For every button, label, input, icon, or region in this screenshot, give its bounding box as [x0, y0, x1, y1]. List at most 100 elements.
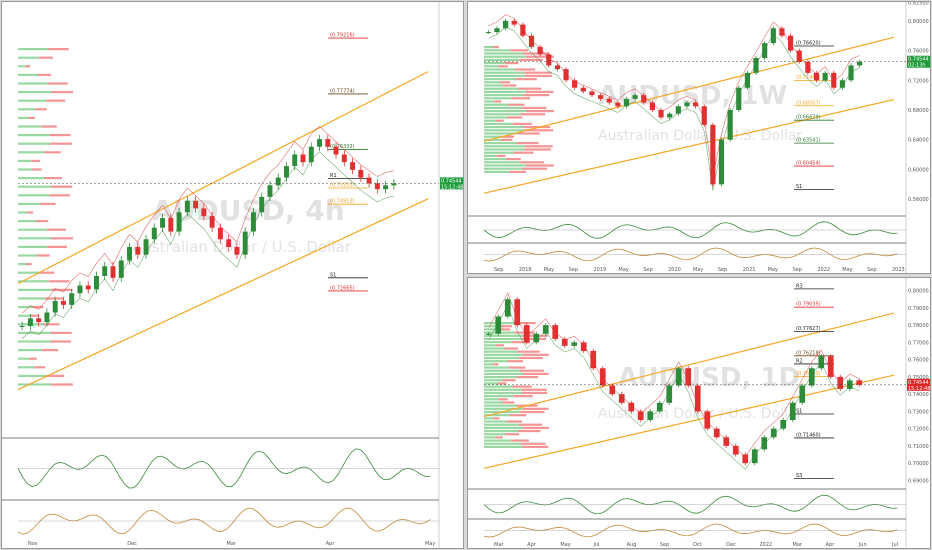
candle-body — [494, 28, 500, 32]
volume-profile-bar — [484, 328, 500, 331]
volume-profile-bar — [484, 161, 521, 164]
volume-profile-bar — [18, 108, 36, 111]
candle-body — [193, 200, 199, 209]
candle-body — [259, 196, 265, 213]
candle-body — [275, 177, 281, 186]
volume-profile-bar — [484, 62, 505, 65]
candle-body — [701, 106, 707, 125]
candle-body — [770, 28, 776, 44]
volume-profile-bar — [484, 417, 494, 420]
x-tick-label: Apr — [527, 542, 537, 548]
volume-profile-bar — [522, 52, 549, 55]
candle-body — [736, 87, 742, 110]
candle-body — [732, 445, 739, 455]
volume-profile-bar — [27, 211, 34, 214]
volume-profile-bar — [495, 344, 504, 347]
volume-profile-bar — [512, 122, 532, 125]
x-tick-label: Mar — [494, 542, 504, 548]
volume-profile-bar — [484, 167, 522, 170]
candle-body — [761, 437, 768, 450]
x-tick-label: 2021 — [743, 267, 756, 273]
volume-profile-bar — [29, 357, 37, 360]
volume-profile-bar — [499, 81, 510, 84]
volume-profile-bar — [525, 110, 554, 113]
rsi-line — [17, 448, 431, 489]
volume-profile-bar — [18, 73, 38, 76]
chart-watermark: AUDUSD, 1W — [598, 81, 787, 111]
chart-pane-1d[interactable]: AUDUSD, 1D Australian Dollar / U.S. Dolla… — [467, 277, 931, 549]
candle-body — [554, 65, 560, 70]
chart-watermark: AUDUSD, 1D — [618, 363, 800, 393]
candle-body — [300, 154, 306, 163]
channel-lower-line — [17, 198, 429, 391]
volume-profile-bar — [484, 55, 526, 58]
volume-profile-bar — [49, 340, 72, 343]
ma-upper-line — [21, 125, 394, 314]
volume-profile-bar — [521, 167, 548, 170]
candle-body — [546, 54, 552, 66]
volume-profile-bar — [484, 385, 513, 388]
ma-lower-line — [488, 304, 860, 470]
candle-body — [143, 239, 149, 255]
volume-profile-bar — [50, 185, 73, 188]
candle-body — [572, 80, 578, 88]
volume-profile-bar — [484, 398, 499, 401]
volume-profile-bar — [484, 363, 493, 366]
candle-body — [60, 300, 66, 305]
volume-profile-bar — [525, 145, 553, 148]
candle-body — [350, 162, 356, 170]
x-tick-label: Dec — [726, 542, 736, 548]
candle-body — [528, 35, 535, 47]
candle-body — [184, 200, 190, 213]
price-tag-time: 15:12:48 — [441, 184, 463, 190]
volume-profile-bar — [484, 87, 519, 90]
chart-1w-svg[interactable]: AUDUSD, 1W Australian Dollar / U.S. Dolla… — [468, 2, 931, 274]
volume-profile-bar — [484, 170, 510, 173]
volume-profile-bar — [484, 119, 496, 122]
volume-profile-bar — [18, 357, 30, 360]
level-label: (0.77627) — [796, 326, 821, 332]
volume-profile-bar — [484, 97, 512, 100]
volume-profile-bar — [50, 91, 73, 94]
candle-body — [176, 212, 182, 232]
candle-body — [226, 239, 232, 247]
volume-profile-bar — [516, 142, 539, 145]
volume-profile-bar — [498, 65, 508, 68]
chart-4h-svg[interactable]: AUDUSD, 4h Australian Dollar / U.S. Dolla… — [2, 2, 464, 549]
volume-profile-bar — [521, 388, 547, 391]
candle-body — [325, 139, 331, 147]
candle-body — [485, 333, 492, 335]
candle-body — [383, 185, 389, 190]
volume-profile-bar — [31, 159, 41, 162]
volume-profile-bar — [515, 322, 536, 325]
y-tick-label: 0.70000 — [908, 461, 929, 467]
volume-profile-bar — [50, 383, 73, 386]
candle-body — [856, 380, 863, 385]
chart-pane-1w[interactable]: AUDUSD, 1W Australian Dollar / U.S. Dolla… — [467, 1, 931, 274]
candle-body — [168, 218, 174, 232]
volume-profile-bar — [18, 168, 33, 171]
volume-profile-bar — [41, 125, 57, 128]
candle-body — [839, 80, 845, 88]
chart-pane-4h[interactable]: AUDUSD, 4h Australian Dollar / U.S. Dolla… — [1, 1, 464, 549]
candle-body — [77, 285, 83, 294]
candle-body — [589, 91, 595, 96]
volume-profile-bar — [517, 350, 540, 353]
candle-body — [685, 368, 692, 386]
price-tag-value: 0.74544 — [441, 178, 462, 184]
candle-body — [751, 449, 758, 464]
volume-profile-bar — [519, 369, 544, 372]
volume-profile-bar — [492, 46, 499, 49]
volume-profile-bar — [50, 142, 72, 145]
candle-body — [537, 46, 543, 55]
candle-body — [485, 32, 491, 33]
channel-lower-line — [483, 99, 895, 194]
candle-body — [675, 368, 682, 386]
volume-profile-bar — [511, 97, 530, 100]
y-tick-label: 0.69000 — [908, 478, 929, 484]
candle-body — [284, 166, 289, 178]
candle-body — [656, 402, 663, 412]
volume-profile-bar — [32, 168, 42, 171]
x-tick-label: 2022 — [759, 542, 772, 548]
